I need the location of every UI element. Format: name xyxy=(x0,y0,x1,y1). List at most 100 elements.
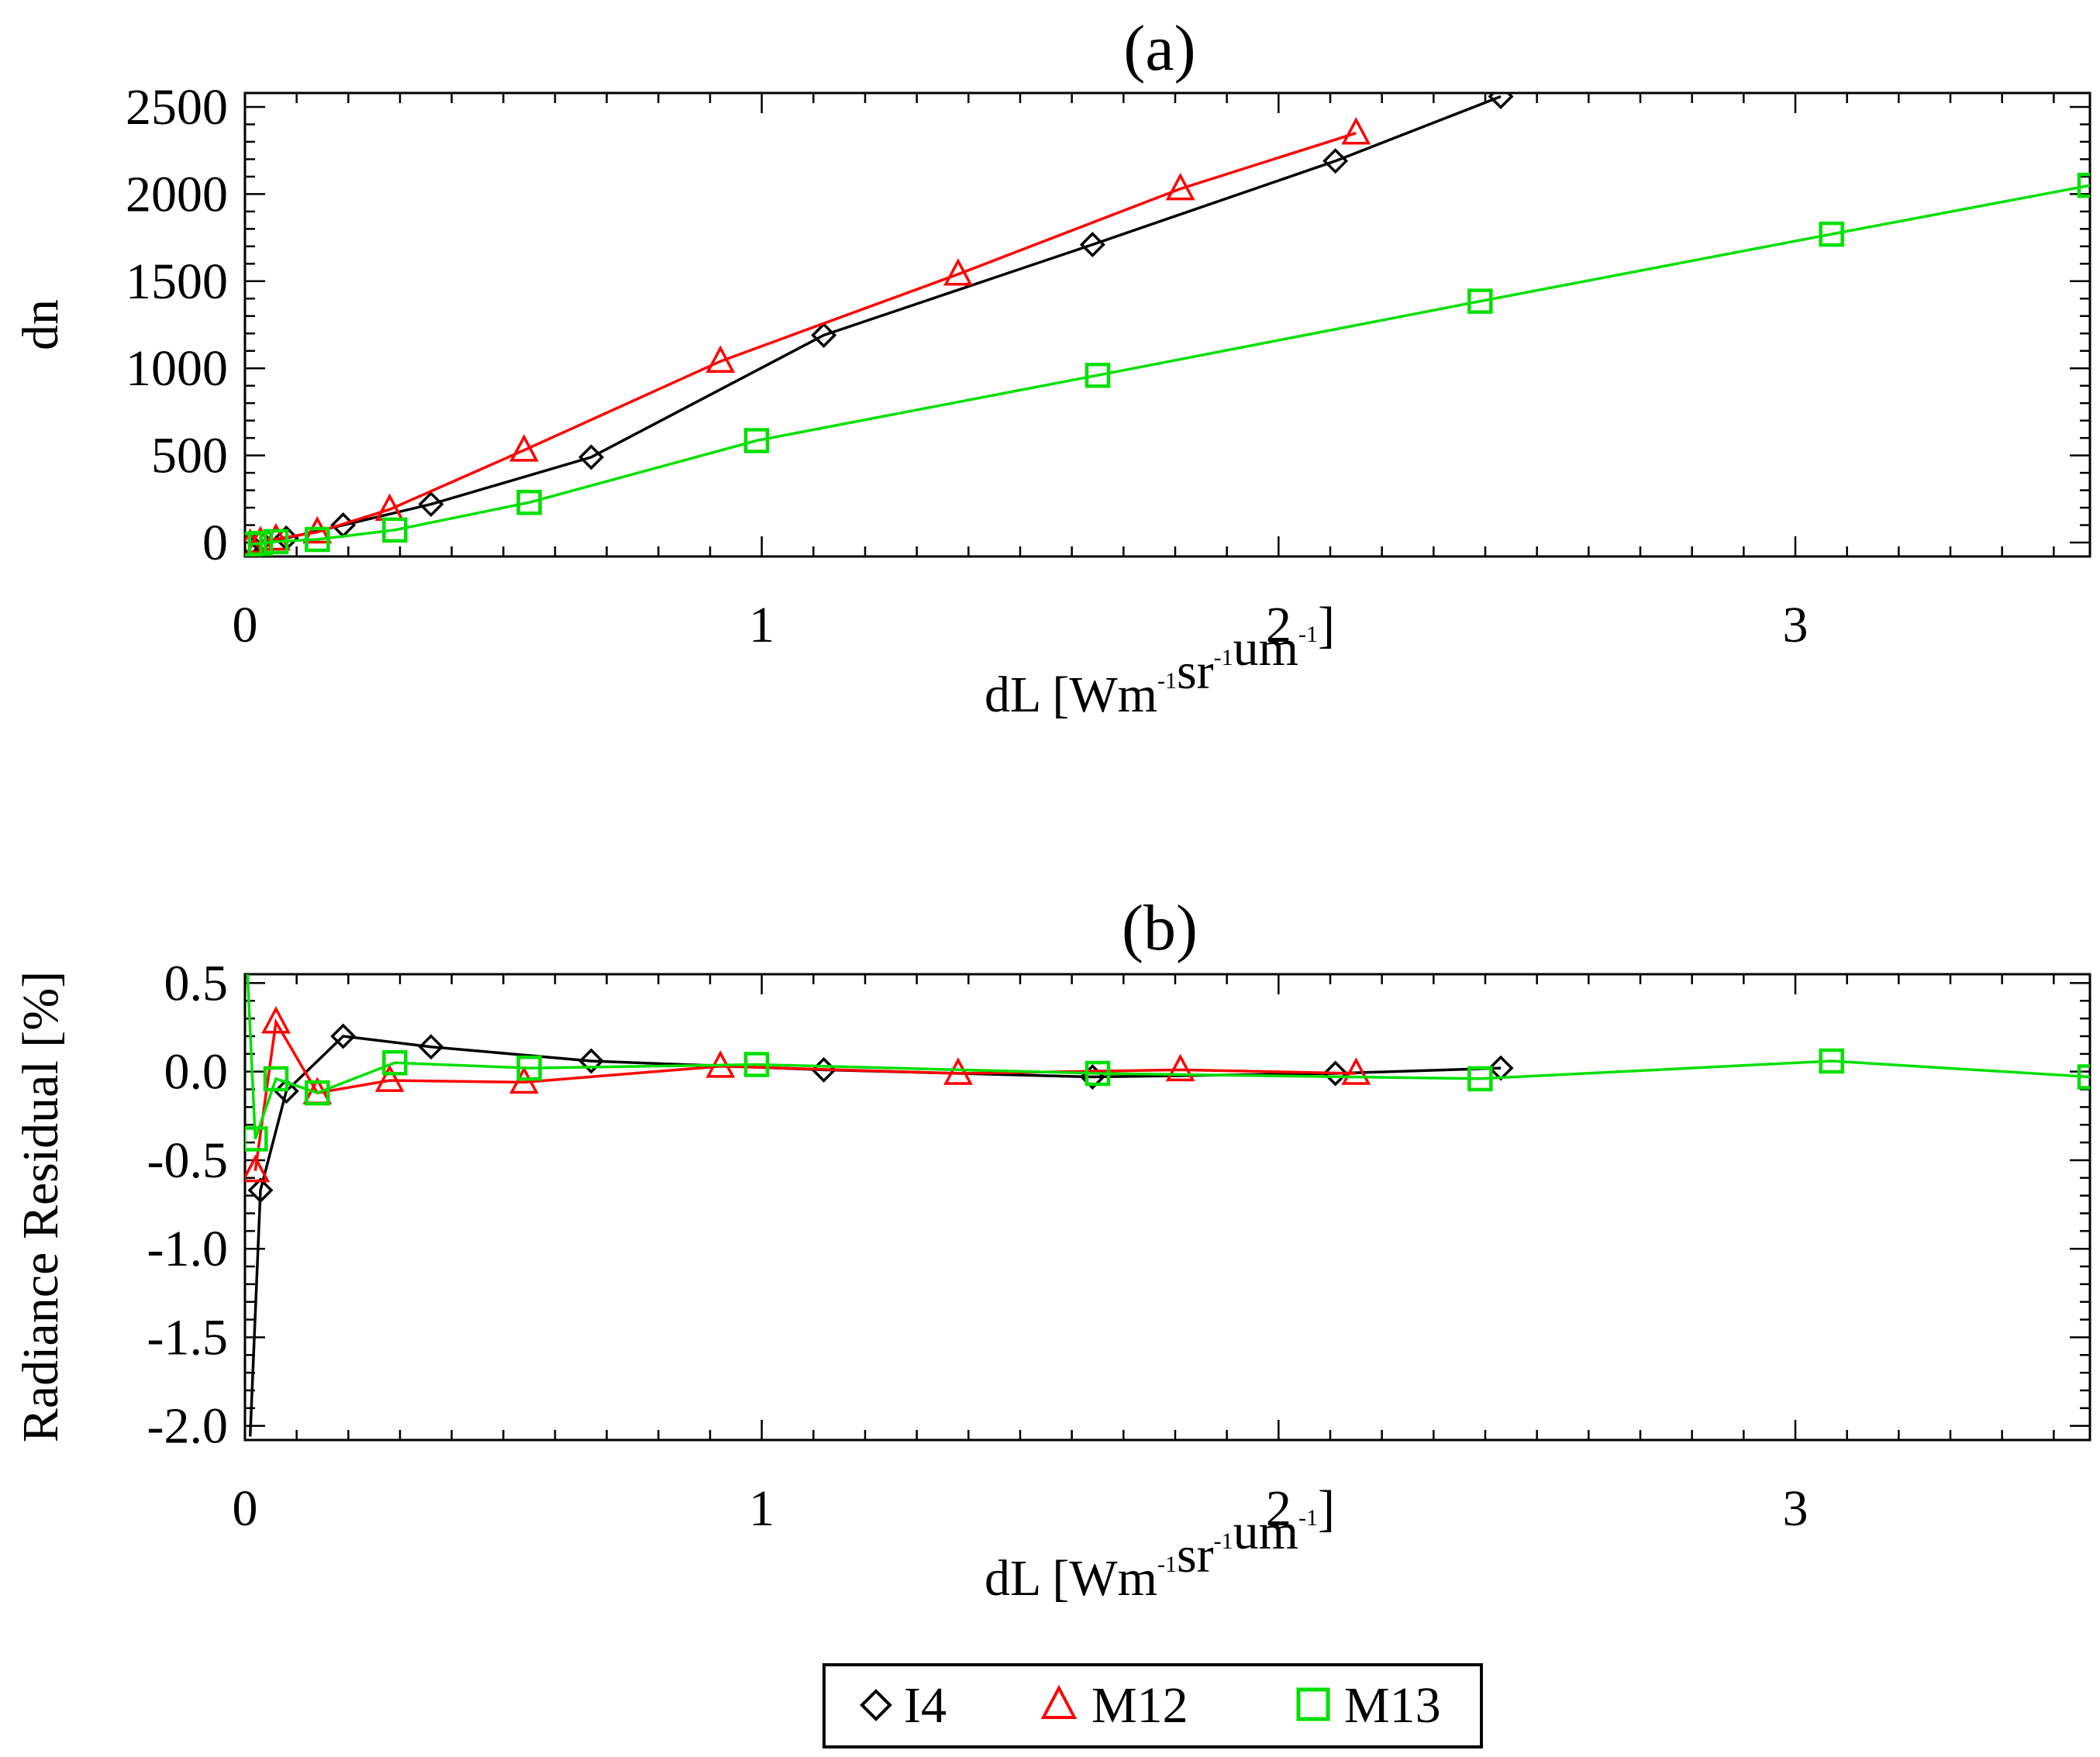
data-point-m13 xyxy=(1084,362,1111,388)
x-tick-label: 1 xyxy=(749,1480,774,1537)
data-point-i4 xyxy=(418,1034,444,1060)
y-tick-label: 1000 xyxy=(126,340,228,397)
x-axis-label-part: ] xyxy=(1318,597,1335,653)
plot-area xyxy=(245,974,2090,1437)
y-tick-label: -0.5 xyxy=(147,1132,228,1189)
data-point-m13 xyxy=(516,1055,542,1081)
y-tick-label: 2500 xyxy=(126,79,228,136)
data-point-m12 xyxy=(1341,1057,1371,1085)
y-tick-label: 0 xyxy=(202,515,228,571)
y-axis-label: Radiance Residual [%] xyxy=(12,971,69,1442)
data-point-m12 xyxy=(509,1066,539,1094)
x-axis-label-superscript: -1 xyxy=(1298,1505,1318,1531)
x-axis-label-superscript: -1 xyxy=(1214,645,1233,670)
x-axis-label-part: um xyxy=(1233,1504,1298,1560)
data-point-i4 xyxy=(578,444,605,470)
data-point-m13 xyxy=(743,1052,770,1077)
x-axis-label-superscript: -1 xyxy=(1298,622,1318,647)
chart-title: (b) xyxy=(1122,892,1198,964)
y-tick-label: -2.0 xyxy=(147,1398,228,1455)
data-point-m13 xyxy=(743,428,770,453)
data-point-m13 xyxy=(263,529,289,555)
legend-box xyxy=(822,1663,1483,1748)
x-axis-label: dL [Wm-1sr-1um-1] xyxy=(984,597,1335,723)
x-tick-label: 2 xyxy=(1266,597,1291,653)
data-point-m13 xyxy=(1467,288,1493,314)
legend-label-i4: I4 xyxy=(904,1677,947,1734)
chart-title: (a) xyxy=(1123,12,1195,84)
data-point-m12 xyxy=(302,515,333,544)
data-point-m12 xyxy=(374,1064,405,1092)
data-point-i4 xyxy=(1079,232,1105,258)
plot-area xyxy=(245,93,2090,556)
x-tick-label: 1 xyxy=(749,597,774,653)
legend-label-m13: M13 xyxy=(1344,1677,1441,1734)
legend-diamond-marker xyxy=(860,1689,892,1721)
data-point-m13 xyxy=(2077,1064,2090,1090)
series-line-i4 xyxy=(248,1035,1502,1437)
y-tick-label: 1500 xyxy=(126,253,228,310)
x-axis-label-part: dL [Wm xyxy=(984,667,1157,723)
panel-b: (b)0 1 2 30.50.0-0.5-1.0-1.5-2.0dL [Wm-1sr-… xyxy=(12,892,2091,1607)
x-axis-label: dL [Wm-1sr-1um-1] xyxy=(984,1480,1335,1607)
data-point-m12 xyxy=(1341,116,1371,145)
data-point-i4 xyxy=(1322,148,1349,174)
data-point-m12 xyxy=(943,258,973,286)
data-point-m13 xyxy=(305,1080,330,1106)
series-line-i4 xyxy=(250,95,1502,546)
data-point-i4 xyxy=(578,1048,605,1074)
y-tick-label: 500 xyxy=(151,428,228,484)
data-point-m13 xyxy=(245,1126,268,1152)
x-tick-label: 0 xyxy=(233,1480,258,1537)
plot-frame xyxy=(243,91,2091,558)
y-tick-label: 0.5 xyxy=(164,955,229,1011)
data-point-m12 xyxy=(705,345,736,373)
data-point-m13 xyxy=(1084,1060,1111,1087)
y-tick-label: 0.0 xyxy=(164,1044,229,1101)
data-point-m13 xyxy=(382,517,408,543)
data-point-m13 xyxy=(1467,1066,1493,1092)
data-point-i4 xyxy=(418,491,444,518)
plot-frame xyxy=(243,973,2091,1442)
data-point-m12 xyxy=(245,1154,271,1183)
data-point-m13 xyxy=(1819,1048,1844,1074)
data-point-i4 xyxy=(811,322,837,348)
data-point-i4 xyxy=(1322,1060,1349,1087)
y-tick-label: 2000 xyxy=(126,166,228,222)
data-point-m13 xyxy=(263,1066,289,1092)
x-axis-label-superscript: -1 xyxy=(1157,1552,1177,1577)
x-axis-label-part: sr xyxy=(1177,643,1214,700)
y-tick-label: -1.0 xyxy=(147,1221,228,1277)
x-tick-label: 3 xyxy=(1783,1480,1809,1537)
x-axis-label-superscript: -1 xyxy=(1214,1528,1233,1554)
y-axis-label: dn xyxy=(12,299,69,350)
x-axis-label-part: sr xyxy=(1177,1527,1214,1583)
data-point-m13 xyxy=(1819,221,1844,247)
x-axis-label-part: dL [Wm xyxy=(984,1550,1157,1607)
x-tick-label: 0 xyxy=(233,597,258,653)
legend-label-m12: M12 xyxy=(1091,1677,1188,1734)
series-line-m12 xyxy=(253,1018,1357,1171)
legend-entry-m13: M13 xyxy=(1296,1677,1441,1734)
data-point-m12 xyxy=(1165,172,1195,201)
series-line-m13 xyxy=(246,974,2090,1140)
y-tick-label: -1.5 xyxy=(147,1309,228,1366)
data-point-m13 xyxy=(2077,172,2090,198)
legend-square-marker xyxy=(1296,1687,1330,1721)
data-point-m12 xyxy=(509,434,539,462)
legend-triangle-marker xyxy=(1040,1684,1078,1719)
data-point-m13 xyxy=(305,526,330,553)
x-axis-label-part: ] xyxy=(1318,1480,1335,1537)
x-tick-label: 3 xyxy=(1783,597,1809,653)
data-point-m12 xyxy=(261,1005,291,1034)
data-point-i4 xyxy=(1488,93,1514,109)
x-tick-label: 2 xyxy=(1266,1480,1291,1537)
data-point-m12 xyxy=(1165,1053,1195,1082)
data-point-i4 xyxy=(330,1023,357,1049)
legend-entry-i4: I4 xyxy=(860,1677,947,1734)
x-axis-label-part: um xyxy=(1233,620,1298,677)
data-point-i4 xyxy=(247,1177,274,1204)
data-point-m13 xyxy=(382,1050,408,1076)
